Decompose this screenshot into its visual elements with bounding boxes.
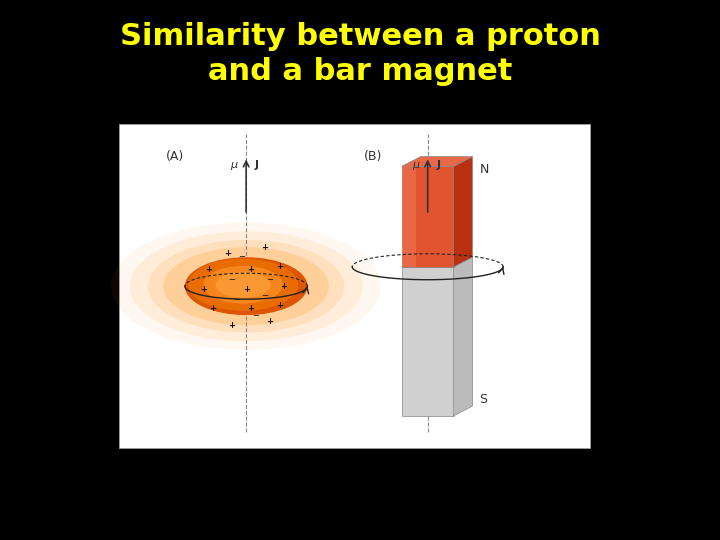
Ellipse shape [148,240,344,333]
Text: μ: μ [230,160,238,170]
Polygon shape [402,267,454,416]
Text: +: + [243,285,250,294]
Text: +: + [224,249,231,258]
Text: −: − [266,275,273,284]
Text: (B): (B) [364,150,382,163]
Text: +: + [210,305,217,313]
Text: μ: μ [412,160,419,170]
Text: −: − [228,275,235,284]
Text: +: + [276,301,283,310]
Text: (A): (A) [166,150,184,163]
Ellipse shape [185,257,307,315]
Text: +: + [248,305,254,313]
Text: +: + [205,266,212,274]
Polygon shape [402,166,454,267]
Bar [119,124,590,448]
Text: +: + [280,282,287,291]
Ellipse shape [130,231,363,341]
Text: +: + [266,318,273,326]
Text: +: + [261,243,269,252]
Ellipse shape [203,266,283,303]
Text: −: − [233,295,240,303]
Text: −: − [261,292,269,300]
Polygon shape [402,166,416,267]
Text: +: + [248,266,254,274]
Ellipse shape [112,222,381,350]
Ellipse shape [215,272,271,298]
Text: −: − [238,253,245,261]
Text: J: J [255,160,258,170]
Text: +: + [200,285,207,294]
Text: Similarity between a proton
and a bar magnet: Similarity between a proton and a bar ma… [120,22,600,86]
Ellipse shape [188,259,298,311]
Polygon shape [402,157,472,166]
Text: N: N [480,163,489,176]
Polygon shape [402,257,472,267]
Ellipse shape [163,247,329,325]
Polygon shape [454,257,472,416]
Text: +: + [276,262,283,271]
Text: +: + [228,321,235,329]
Polygon shape [454,157,472,267]
Text: S: S [480,393,487,406]
Text: −: − [252,311,259,320]
Text: J: J [436,160,440,170]
